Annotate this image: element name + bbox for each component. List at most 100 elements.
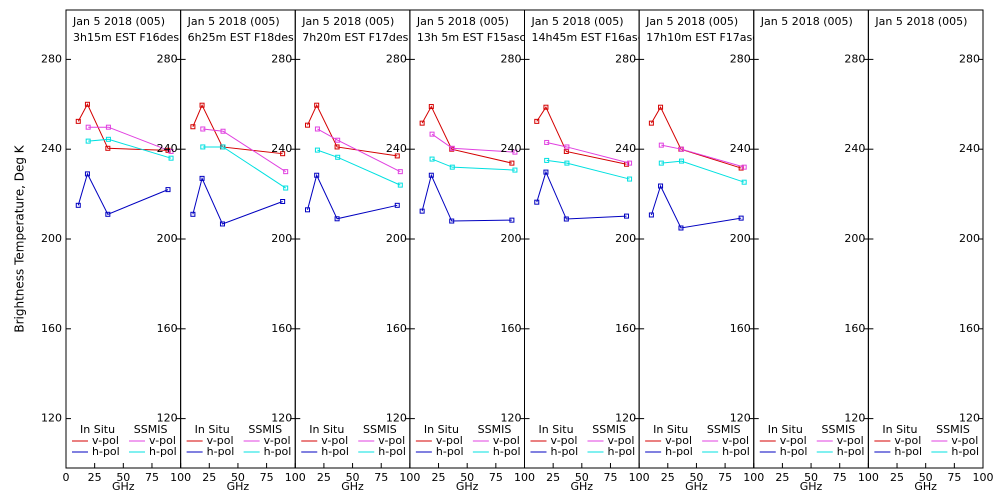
y-tick-label: 240 [615, 142, 636, 155]
legend-label: v-pol [493, 434, 520, 447]
legend-group: SSMIS [478, 423, 512, 436]
y-tick-label: 200 [271, 232, 292, 245]
legend-label: h-pol [207, 445, 235, 458]
x-axis-label: GHz [685, 480, 708, 493]
x-tick-label: 25 [317, 471, 331, 484]
legend-label: v-pol [722, 434, 749, 447]
x-tick-label: 25 [432, 471, 446, 484]
point [220, 128, 226, 134]
legend-label: v-pol [951, 434, 978, 447]
point [105, 136, 111, 142]
series-line [317, 149, 401, 186]
point [534, 199, 540, 205]
x-axis-label: GHz [456, 480, 479, 493]
legend-group: In Situ [768, 423, 803, 436]
x-tick-label: 100 [973, 471, 994, 484]
point [199, 175, 205, 181]
panel-subtitle: 6h25m EST F18des [188, 31, 294, 44]
legend-group: SSMIS [363, 423, 397, 436]
legend-label: v-pol [149, 434, 176, 447]
series-line [431, 133, 515, 153]
legend-group: In Situ [539, 423, 574, 436]
legend-group: SSMIS [822, 423, 856, 436]
point [84, 101, 90, 107]
y-tick-label: 200 [844, 232, 865, 245]
panel: Jan 5 2018 (005)In Situv-polh-polSSMISv-… [759, 15, 864, 458]
point [449, 164, 455, 170]
point [449, 145, 455, 151]
legend-label: v-pol [894, 434, 921, 447]
point [648, 120, 654, 126]
x-tick-label: 100 [285, 471, 306, 484]
y-tick-label: 280 [157, 52, 178, 65]
series-line [536, 106, 627, 165]
point [512, 149, 518, 155]
point [741, 179, 747, 185]
point [678, 225, 684, 231]
point [741, 164, 747, 170]
legend-group: In Situ [653, 423, 688, 436]
x-tick-label: 25 [546, 471, 560, 484]
x-tick-label: 25 [88, 471, 102, 484]
series-line [317, 128, 401, 173]
x-tick-label: 50 [460, 471, 474, 484]
point [419, 208, 425, 214]
legend-label: v-pol [837, 434, 864, 447]
y-tick-label: 280 [271, 52, 292, 65]
legend-group: SSMIS [248, 423, 282, 436]
x-axis-label: GHz [227, 480, 250, 493]
y-tick-label: 240 [41, 142, 62, 155]
point [335, 137, 341, 143]
series-line [307, 173, 398, 220]
x-tick-label: 100 [514, 471, 535, 484]
x-tick-label: 75 [603, 471, 617, 484]
point [543, 169, 549, 175]
point [512, 167, 518, 173]
point [627, 176, 633, 182]
x-tick-label: 75 [947, 471, 961, 484]
x-tick-label: 100 [858, 471, 879, 484]
point [738, 215, 744, 221]
legend-label: h-pol [436, 445, 464, 458]
legend-group: In Situ [882, 423, 917, 436]
legend-label: v-pol [551, 434, 578, 447]
point [534, 118, 540, 124]
x-tick-label: 100 [170, 471, 191, 484]
legend-group: SSMIS [592, 423, 626, 436]
point [679, 146, 685, 152]
panel-title: Jan 5 2018 (005) [531, 15, 624, 28]
y-tick-label: 200 [615, 232, 636, 245]
legend-group: In Situ [195, 423, 230, 436]
point [419, 120, 425, 126]
series-line [661, 160, 745, 183]
legend-label: h-pol [894, 445, 922, 458]
panel-title: Jan 5 2018 (005) [874, 15, 967, 28]
series-line [650, 184, 742, 229]
y-tick-label: 120 [386, 412, 407, 425]
point [105, 124, 111, 130]
series-line [421, 173, 512, 222]
x-tick-label: 75 [489, 471, 503, 484]
panel-title: Jan 5 2018 (005) [301, 15, 394, 28]
panel-subtitle: 17h10m EST F17asc [646, 31, 758, 44]
x-tick-label: 25 [890, 471, 904, 484]
point [280, 199, 286, 205]
point [563, 216, 569, 222]
point [658, 183, 664, 189]
legend-label: v-pol [92, 434, 119, 447]
series-line [421, 105, 513, 164]
series-line [202, 146, 286, 189]
point [85, 138, 91, 144]
point [165, 147, 171, 153]
panel-title: Jan 5 2018 (005) [645, 15, 738, 28]
point [394, 202, 400, 208]
panel: Jan 5 2018 (005)In Situv-polh-polSSMISv-… [874, 15, 979, 458]
point [394, 153, 400, 159]
point [165, 187, 171, 193]
y-tick-label: 200 [41, 232, 62, 245]
legend-label: h-pol [722, 445, 750, 458]
